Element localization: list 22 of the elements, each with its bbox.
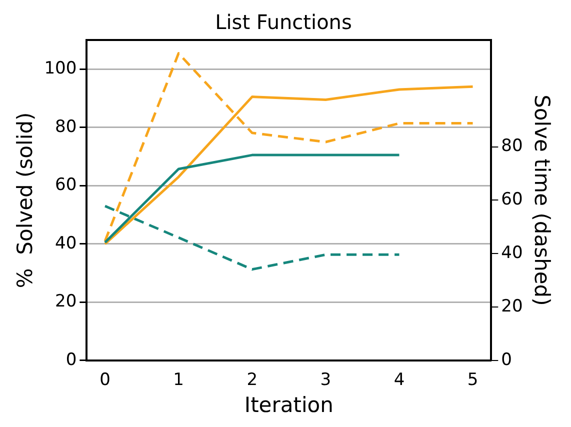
y2-tick-label: 40 xyxy=(501,243,523,264)
y-tick-label: 80 xyxy=(55,116,77,137)
y-tick-label: 40 xyxy=(55,233,77,254)
y-tick-label: 20 xyxy=(55,292,77,312)
x-tick-label: 3 xyxy=(320,370,332,390)
chart-title: List Functions xyxy=(215,10,352,34)
x-tick-label: 4 xyxy=(394,370,405,390)
y-axis-title: % Solved (solid) xyxy=(13,112,38,288)
y-tick-label: 100 xyxy=(44,58,77,79)
y-tick-label: 0 xyxy=(66,350,77,370)
y2-tick-label: 20 xyxy=(501,296,523,316)
x-tick-label: 5 xyxy=(467,370,478,390)
y2-tick-label: 60 xyxy=(501,190,523,210)
x-tick-label: 0 xyxy=(100,370,110,390)
y2-tick-label: 80 xyxy=(501,136,523,156)
y2-tick-label: 0 xyxy=(501,350,512,370)
y-tick-label: 60 xyxy=(55,175,77,196)
y2-axis-title: Solve time (dashed) xyxy=(530,94,554,306)
line-series xyxy=(104,52,474,242)
x-tick-label: 2 xyxy=(246,370,258,390)
x-axis-title: Iteration xyxy=(244,392,334,417)
x-tick-label: 1 xyxy=(173,370,184,390)
